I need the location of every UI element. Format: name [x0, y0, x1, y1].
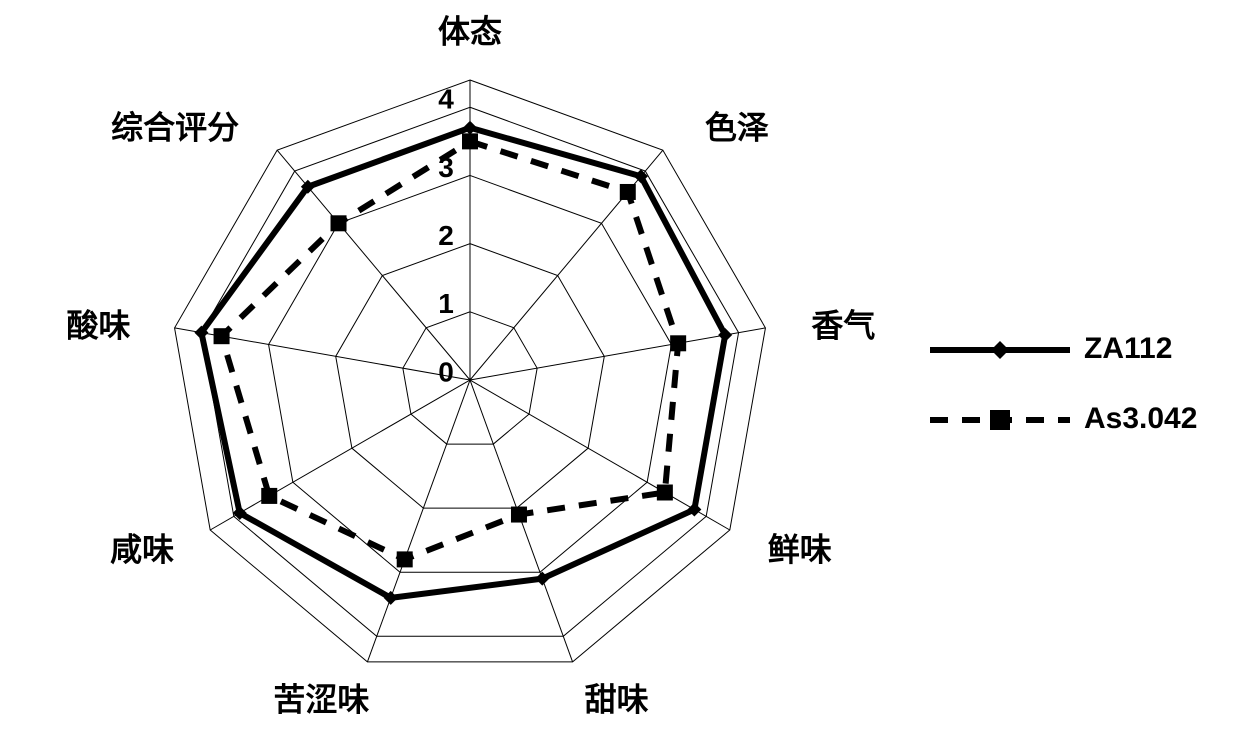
marker-diamond: [991, 341, 1009, 359]
legend-label: ZA112: [1084, 332, 1172, 365]
marker-square: [990, 410, 1010, 430]
series-line: [222, 141, 679, 559]
tick-label: 1: [438, 288, 454, 319]
axis-label: 苦涩味: [273, 681, 369, 717]
marker-square: [331, 215, 347, 231]
axis-label: 色泽: [705, 110, 769, 146]
axis-label: 香气: [811, 307, 875, 343]
axis-label: 体态: [438, 13, 502, 49]
marker-square: [657, 485, 673, 501]
radar-chart: 01234体态色泽香气鲜味甜味苦涩味咸味酸味综合评分ZA112As3.042: [0, 0, 1240, 738]
axis-label: 甜味: [585, 681, 649, 717]
marker-square: [261, 488, 277, 504]
grid-spoke: [210, 380, 470, 530]
axis-label: 鲜味: [768, 531, 832, 567]
marker-square: [462, 133, 478, 149]
axis-label: 酸味: [67, 307, 131, 343]
axis-label: 综合评分: [111, 110, 239, 146]
legend-label: As3.042: [1084, 402, 1197, 435]
marker-square: [214, 328, 230, 344]
tick-label: 2: [438, 220, 454, 251]
series-ZA112: [194, 121, 732, 605]
series-line: [201, 128, 725, 598]
tick-label: 0: [438, 356, 454, 387]
axis-label: 咸味: [110, 531, 174, 567]
marker-square: [670, 335, 686, 351]
marker-square: [511, 507, 527, 523]
marker-square: [620, 184, 636, 200]
tick-label: 4: [438, 84, 454, 115]
series-As3.042: [214, 133, 687, 567]
grid-spoke: [367, 380, 470, 662]
legend: ZA112 As3.042: [930, 332, 1197, 435]
marker-square: [397, 551, 413, 567]
